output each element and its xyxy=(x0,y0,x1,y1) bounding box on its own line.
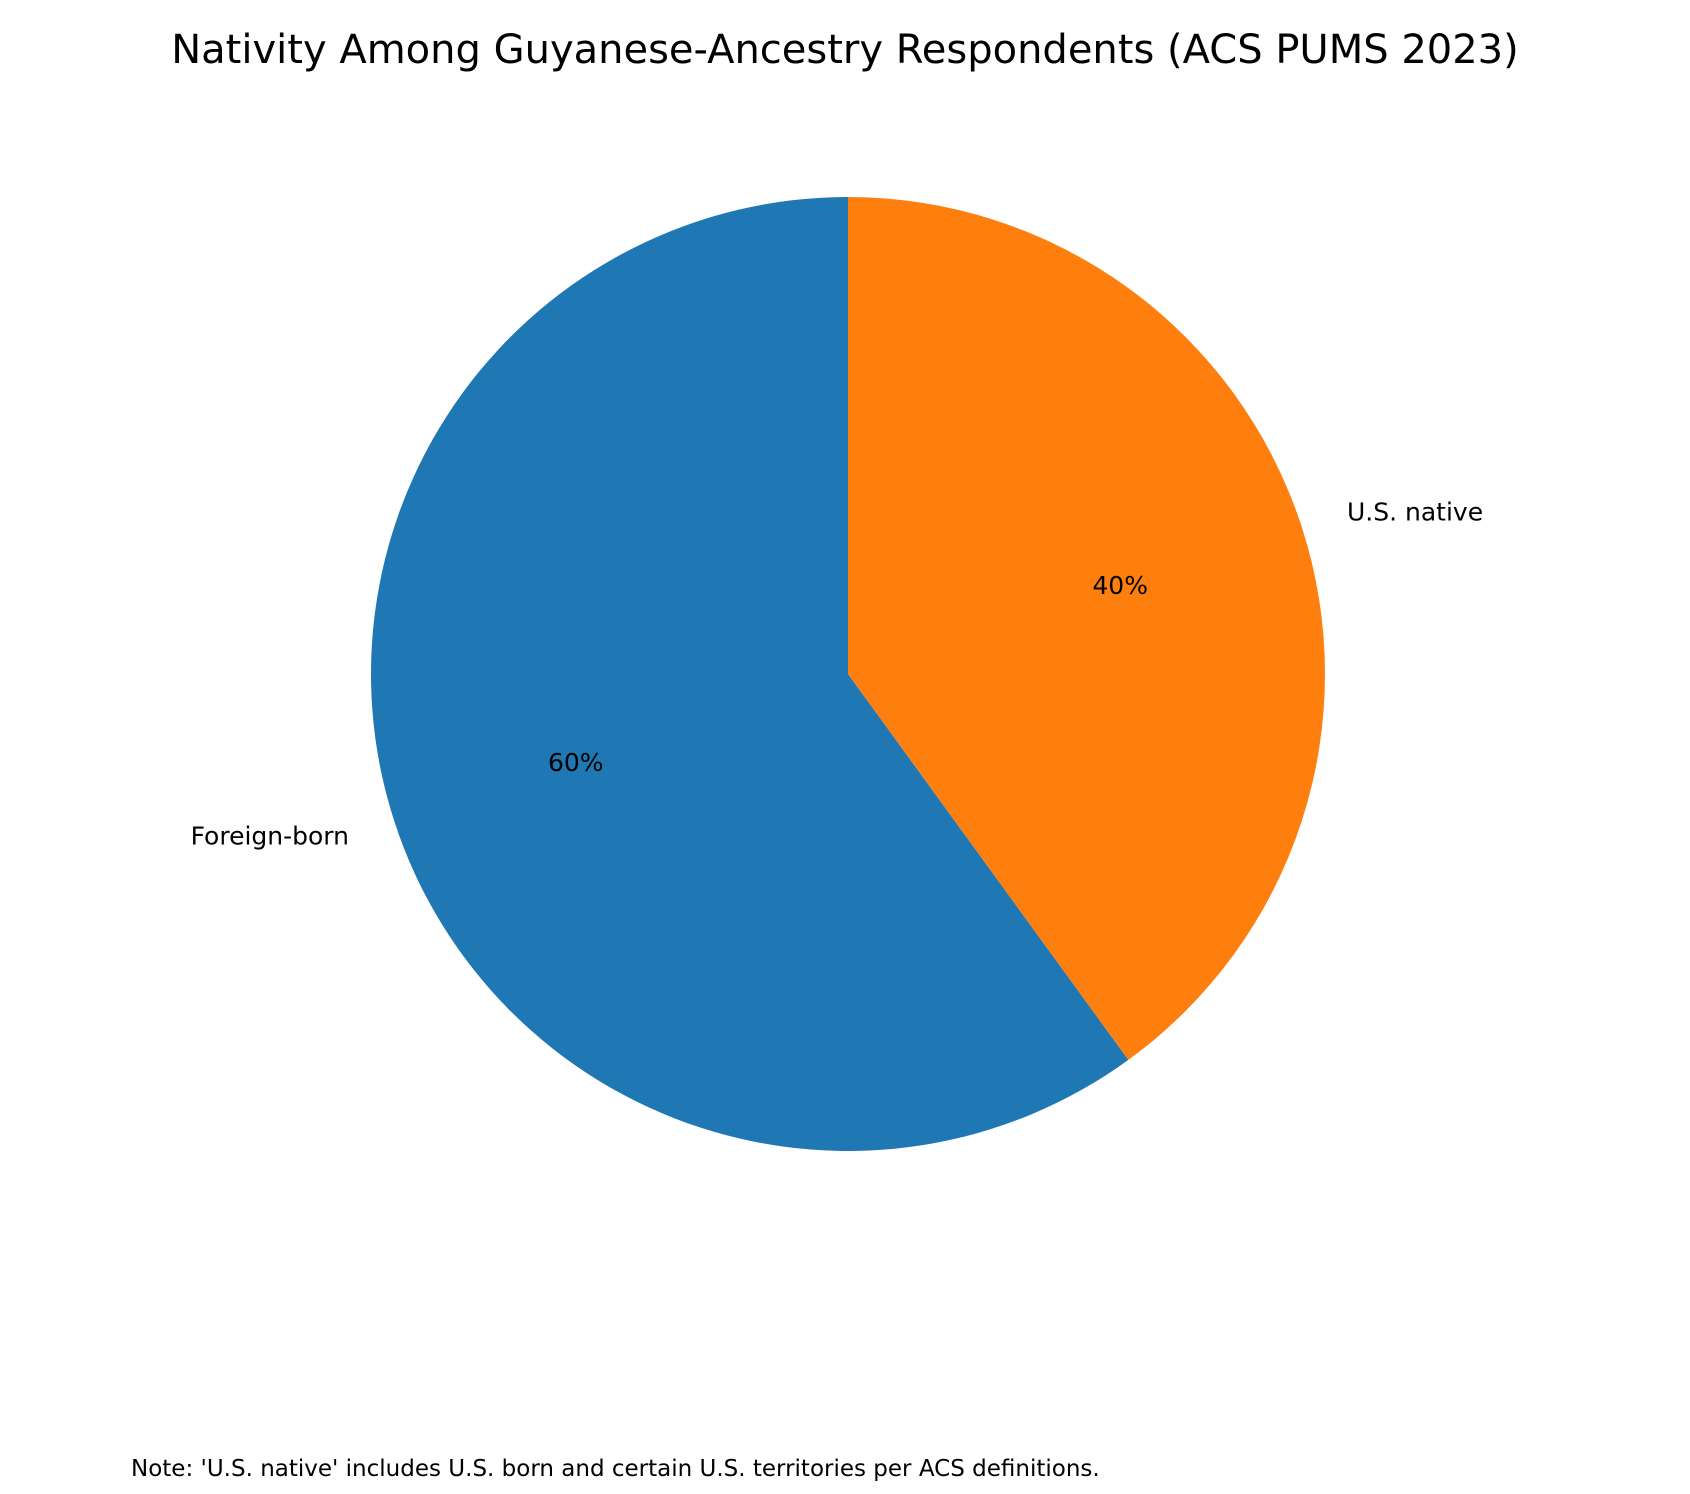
pie-slice-u-s-native xyxy=(848,197,1325,1060)
chart-note: Note: 'U.S. native' includes U.S. born a… xyxy=(131,1456,1100,1482)
pie-slice-foreign-born xyxy=(370,197,1129,1152)
slice-percent-label: 60% xyxy=(548,748,604,777)
chart-title: Nativity Among Guyanese-Ancestry Respond… xyxy=(171,27,1518,73)
slice-percent-label: 40% xyxy=(1092,571,1148,600)
slice-label: Foreign-born xyxy=(191,822,349,851)
slice-label: U.S. native xyxy=(1347,497,1483,526)
pie-labels: Foreign-born 60% U.S. native 40% xyxy=(191,497,1484,850)
pie-slices xyxy=(370,197,1325,1152)
